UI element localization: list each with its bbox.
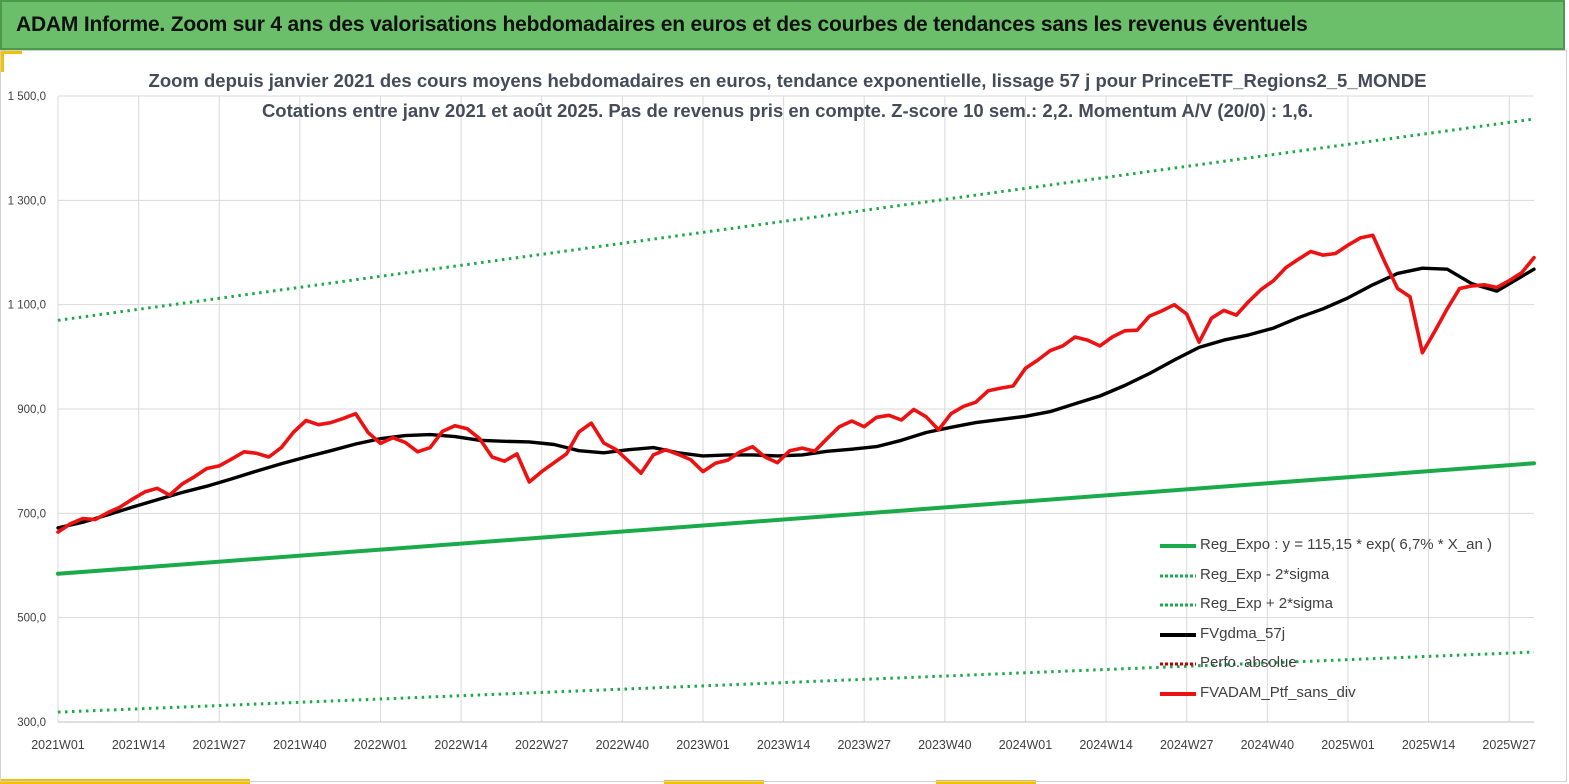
report-title: ADAM Informe. Zoom sur 4 ans des valoris… <box>16 13 1308 36</box>
series-line-1 <box>57 650 1535 714</box>
x-tick-label: 2021W40 <box>273 738 327 752</box>
x-tick-label: 2025W01 <box>1321 738 1375 752</box>
chart-title: Zoom depuis janvier 2021 des cours moyen… <box>148 70 1427 91</box>
x-tick-label: 2023W27 <box>837 738 891 752</box>
series-line-2 <box>57 117 1535 322</box>
legend-label: Reg_Exp + 2*sigma <box>1200 595 1333 613</box>
x-tick-label: 2021W14 <box>112 738 166 752</box>
series-line-3 <box>56 266 1536 530</box>
legend-label: Reg_Expo : y = 115,15 * exp( 6,7% * X_an… <box>1200 536 1492 553</box>
accent-bar-bottom-3 <box>936 780 1036 784</box>
y-tick-label: 1 500,0 <box>8 91 46 103</box>
legend-label: Perfo. absolue <box>1200 654 1297 672</box>
legend-label: Reg_Exp - 2*sigma <box>1200 565 1330 583</box>
report-banner: ADAM Informe. Zoom sur 4 ans des valoris… <box>0 0 1565 50</box>
y-tick-label: 700,0 <box>17 508 46 520</box>
x-tick-label: 2022W40 <box>596 738 650 752</box>
y-tick-label: 1 100,0 <box>8 300 46 312</box>
accent-bar-bottom-2 <box>664 780 764 784</box>
x-tick-label: 2023W40 <box>918 738 972 752</box>
x-tick-label: 2023W14 <box>757 738 811 752</box>
x-tick-label: 2021W27 <box>192 738 246 752</box>
x-tick-label: 2024W40 <box>1241 738 1295 752</box>
legend-label: FVgdma_57j <box>1200 624 1286 642</box>
y-tick-label: 1 300,0 <box>8 195 46 207</box>
x-tick-label: 2022W14 <box>434 738 488 752</box>
x-tick-label: 2022W27 <box>515 738 569 752</box>
y-tick-label: 300,0 <box>17 717 46 729</box>
x-tick-label: 2024W01 <box>999 738 1053 752</box>
accent-bar-left <box>0 50 4 72</box>
series-line-5 <box>56 233 1536 534</box>
x-tick-label: 2024W14 <box>1079 738 1133 752</box>
x-tick-label: 2024W27 <box>1160 738 1214 752</box>
chart-subtitle: Cotations entre janv 2021 et août 2025. … <box>261 100 1314 121</box>
y-tick-label: 900,0 <box>17 404 46 416</box>
x-tick-label: 2025W27 <box>1482 738 1536 752</box>
x-tick-label: 2022W01 <box>354 738 408 752</box>
y-tick-label: 500,0 <box>17 613 46 625</box>
x-tick-label: 2023W01 <box>676 738 730 752</box>
chart-frame <box>0 50 1567 782</box>
x-tick-label: 2025W14 <box>1402 738 1456 752</box>
series-line-0 <box>56 461 1536 576</box>
x-tick-label: 2021W01 <box>31 738 85 752</box>
legend-label: FVADAM_Ptf_sans_div <box>1200 683 1356 701</box>
accent-bar-top <box>4 50 22 54</box>
